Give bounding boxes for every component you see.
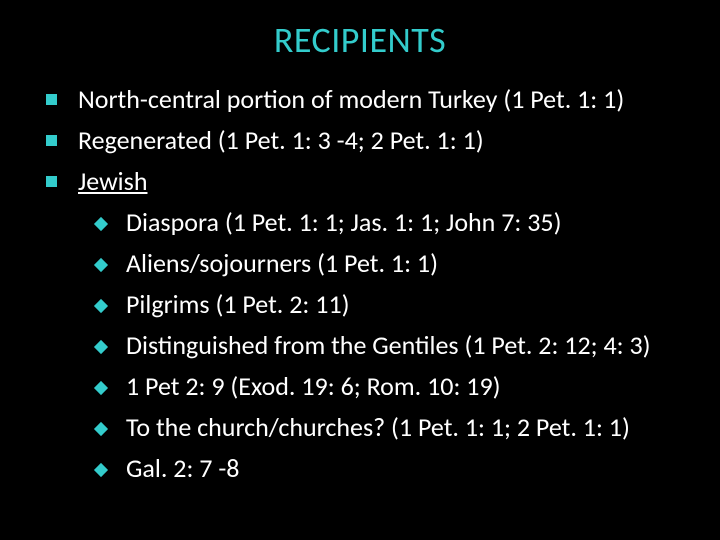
slide: RECIPIENTS North-central portion of mode… — [0, 0, 720, 540]
sub-list: Diaspora (1 Pet. 1: 1; Jas. 1: 1; John 7… — [78, 203, 680, 488]
list-item-text: Jewish — [78, 165, 147, 197]
bullet-list: North-central portion of modern Turkey (… — [40, 80, 680, 488]
sub-list-item: Pilgrims (1 Pet. 2: 11) — [78, 285, 680, 324]
sub-list-item-text: Pilgrims (1 Pet. 2: 11) — [126, 288, 350, 320]
slide-title: RECIPIENTS — [40, 18, 680, 62]
sub-list-item-text: To the church/churches? (1 Pet. 1: 1; 2 … — [126, 411, 630, 443]
list-item: Regenerated (1 Pet. 1: 3 -4; 2 Pet. 1: 1… — [40, 121, 680, 160]
sub-list-item-text: 1 Pet 2: 9 (Exod. 19: 6; Rom. 10: 19) — [126, 370, 501, 402]
sub-list-item: Aliens/sojourners (1 Pet. 1: 1) — [78, 244, 680, 283]
sub-list-item-text: Gal. 2: 7 -8 — [126, 452, 239, 484]
sub-list-item: Distinguished from the Gentiles (1 Pet. … — [78, 326, 680, 365]
sub-list-item-text: Aliens/sojourners (1 Pet. 1: 1) — [126, 247, 438, 279]
sub-list-item-text: Distinguished from the Gentiles (1 Pet. … — [126, 329, 651, 361]
sub-list-item: Diaspora (1 Pet. 1: 1; Jas. 1: 1; John 7… — [78, 203, 680, 242]
sub-list-item: 1 Pet 2: 9 (Exod. 19: 6; Rom. 10: 19) — [78, 367, 680, 406]
list-item-text: North-central portion of modern Turkey (… — [78, 83, 624, 115]
sub-list-item: To the church/churches? (1 Pet. 1: 1; 2 … — [78, 408, 680, 447]
list-item: Jewish Diaspora (1 Pet. 1: 1; Jas. 1: 1;… — [40, 162, 680, 488]
list-item-text: Regenerated (1 Pet. 1: 3 -4; 2 Pet. 1: 1… — [78, 124, 484, 156]
sub-list-item-text: Diaspora (1 Pet. 1: 1; Jas. 1: 1; John 7… — [126, 206, 561, 238]
sub-list-item: Gal. 2: 7 -8 — [78, 449, 680, 488]
list-item: North-central portion of modern Turkey (… — [40, 80, 680, 119]
